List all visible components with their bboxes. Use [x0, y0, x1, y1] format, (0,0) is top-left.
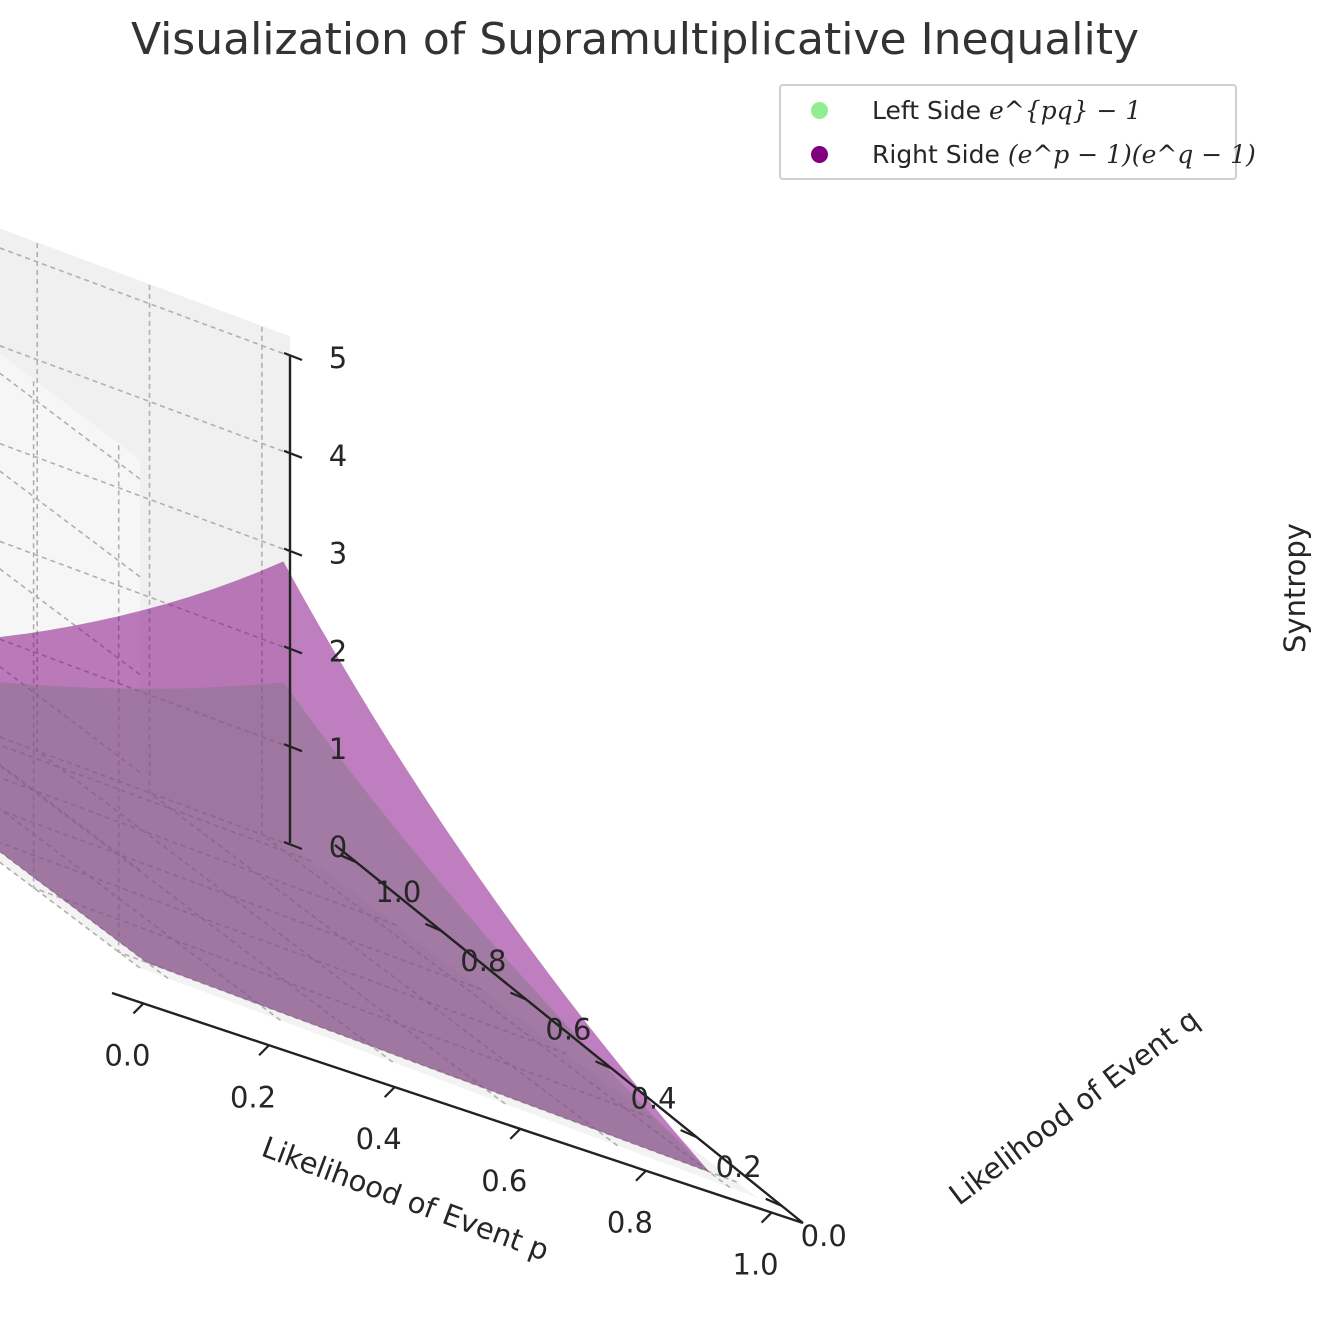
- legend-entry-right-side: Right Side (e^p − 1)(e^q − 1): [781, 134, 1256, 174]
- p-tick-label-5: 1.0: [733, 1248, 779, 1282]
- q-tick-label-5: 1.0: [375, 875, 421, 909]
- legend-marker-right-side: [811, 145, 828, 163]
- z-tick-2: [283, 645, 303, 655]
- z-tick-3: [283, 547, 303, 557]
- p-tick-label-1: 0.2: [230, 1080, 276, 1114]
- p-tick-4: [635, 1169, 647, 1182]
- z-tick-1: [283, 743, 303, 753]
- surface-right-side: [0, 561, 709, 1172]
- surfaces: [0, 561, 709, 1172]
- z-axis-label: Syntropy: [1278, 523, 1312, 653]
- x-axis-label: Likelihood of Event p: [257, 1130, 553, 1268]
- p-axis-line: [111, 991, 804, 1225]
- z-tick-label-1: 1: [329, 732, 347, 766]
- q-tick-0: [765, 1197, 783, 1207]
- chart-title: Visualization of Supramultiplicative Ine…: [130, 14, 1140, 65]
- tick-marks: [132, 351, 783, 1224]
- q-tick-4: [424, 922, 442, 932]
- z-tick-0: [283, 840, 303, 851]
- p-tick-1: [258, 1044, 270, 1057]
- y-axis-label: Likelihood of Event q: [943, 1002, 1206, 1212]
- tick-labels: 0.0 0.2 0.4 0.6 0.8 1.0 0.0 0.2 0.4 0.6 0.8 1.0 0 1 2 3…: [104, 341, 846, 1282]
- p-tick-label-4: 0.8: [607, 1206, 653, 1240]
- p-tick-0: [132, 1002, 145, 1015]
- p-tick-label-0: 0.0: [104, 1038, 150, 1072]
- q-axis-line: [334, 844, 804, 1224]
- z-tick-label-0: 0: [329, 830, 347, 864]
- q-tick-label-4: 0.8: [460, 944, 506, 978]
- legend-label-left-side: Left Side: [872, 95, 982, 125]
- q-tick-label-0: 0.0: [801, 1219, 847, 1253]
- q-tick-label-1: 0.2: [716, 1150, 762, 1184]
- q-tick-label-3: 0.6: [545, 1013, 591, 1047]
- z-tick-label-2: 2: [329, 634, 347, 668]
- z-tick-label-4: 4: [329, 439, 347, 473]
- q-tick-2: [595, 1060, 612, 1070]
- z-tick-label-5: 5: [329, 341, 347, 375]
- legend-marker-left-side: [811, 101, 828, 119]
- q-tick-label-2: 0.4: [630, 1081, 676, 1115]
- p-tick-3: [509, 1128, 522, 1140]
- p-tick-5: [760, 1211, 773, 1224]
- legend-math-left-side: e^{pq} − 1: [989, 95, 1142, 125]
- axis-lines: [111, 356, 804, 1225]
- q-tick-1: [680, 1129, 698, 1139]
- p-tick-label-3: 0.6: [481, 1164, 527, 1198]
- z-tick-4: [283, 449, 303, 459]
- z-tick-5: [283, 351, 303, 362]
- legend-label-right-side: Right Side: [872, 139, 1000, 169]
- q-tick-3: [510, 991, 527, 1001]
- q-tick-5: [339, 854, 357, 864]
- p-tick-label-2: 0.4: [356, 1122, 402, 1156]
- legend: Left Side e^{pq} − 1 Right Side (e^p − 1…: [779, 84, 1256, 180]
- z-tick-label-3: 3: [329, 537, 347, 571]
- p-tick-2: [383, 1086, 396, 1098]
- legend-entry-left-side: Left Side e^{pq} − 1: [781, 90, 1141, 130]
- legend-math-right-side: (e^p − 1)(e^q − 1): [1007, 139, 1256, 169]
